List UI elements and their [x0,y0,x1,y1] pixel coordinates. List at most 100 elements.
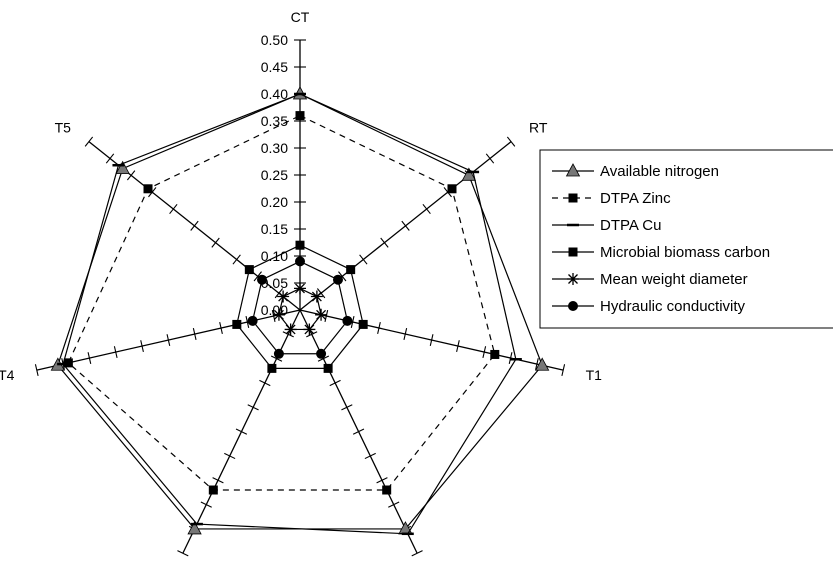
axis-tick [259,379,271,387]
axis-tick [192,328,197,341]
tick-label: 0.50 [261,32,288,48]
series-point [332,274,343,285]
axis-tick [401,220,410,231]
axis-tick [317,355,330,362]
series-point [310,290,323,303]
series-point [461,167,477,181]
axis-tick [169,203,178,215]
series-point [143,184,153,194]
axis-tick [177,550,189,557]
legend: Available nitrogen DTPA Zinc DTPA Cu Microb… [539,149,833,329]
axis-tick [212,477,224,484]
category-label: T5 [55,119,72,135]
axis-tick [253,271,262,282]
tick-label: 0.30 [261,140,288,156]
radar-labels: 0.00 0.05 0.10 0.15 0.20 0.25 0.30 0.35 0.40 0.45… [0,9,603,383]
tick-label: 0.10 [261,248,288,264]
series-point [187,521,202,535]
series-5 [247,256,353,359]
axis-tick [403,328,408,341]
legend-marker [567,273,579,285]
axis-tick [482,346,487,359]
series-point [323,363,333,373]
axis-tick [377,322,381,334]
series-point [115,160,130,174]
axis-tick [359,254,368,265]
axis-tick [350,316,355,328]
axis-tick [380,237,389,248]
series-4 [272,282,328,336]
legend-marker [568,301,578,311]
axis-tick [270,355,283,362]
series-point [244,265,254,275]
series-point [277,290,290,303]
axis-tick [245,316,250,328]
category-label: T4 [0,367,15,383]
series-line [236,244,364,369]
category-label: CT [291,9,310,25]
axis-tick [200,501,212,508]
series-point [247,315,258,326]
axis-tick [485,153,495,164]
axis-tick [190,220,199,231]
series-point [295,256,305,267]
category-label: RT [529,119,548,135]
axis-tick [113,346,118,359]
axis-tick [34,364,39,377]
axis-tick [364,452,376,460]
axis-tick [87,352,92,365]
axis-tick [535,358,539,371]
axis-tick [84,136,94,147]
series-point [490,349,500,359]
axis-tick [105,153,115,164]
axis-tick [429,334,434,347]
axis-tick [140,340,144,353]
axis-tick [411,550,423,557]
axis-tick [126,170,136,181]
axis-tick [224,452,236,460]
tick-label: 0.40 [261,86,288,102]
tick-label: 0.05 [261,275,288,291]
legend-label: DTPA Zinc [600,190,671,207]
series-2 [57,92,522,536]
radar-series [50,86,550,536]
series-point [447,184,457,194]
series-point [267,363,277,373]
series-point [303,323,316,336]
axis-tick [219,322,223,334]
series-line [278,287,322,331]
axis-tick [376,477,388,484]
axis-tick [211,237,220,248]
legend-label: DTPA Cu [600,217,661,234]
tick-label: 0.00 [261,302,288,318]
series-3 [232,240,368,373]
category-label: T1 [586,367,603,383]
series-point [358,319,368,329]
legend-label: Available nitrogen [600,163,719,180]
axis-tick [166,334,171,347]
series-point [273,348,284,359]
series-point [316,348,327,359]
axis-tick [324,310,329,322]
axis-tick [271,310,276,322]
tick-label: 0.35 [261,113,288,129]
axis-tick [422,203,431,215]
series-point [342,315,353,326]
series-point [284,323,297,336]
axis-tick [388,501,400,508]
axis-tick [338,271,347,282]
tick-label: 0.20 [261,194,288,210]
series-line [251,260,349,355]
series-line [62,93,517,535]
tick-label: 0.45 [261,59,288,75]
series-point [294,282,306,295]
legend-box [539,149,833,329]
series-point [295,111,305,121]
axis-tick [232,254,241,265]
series-point [535,357,550,371]
axis-tick [352,428,365,435]
axis-tick [561,364,566,377]
legend-label: Hydraulic conductivity [600,298,746,315]
axis-tick [506,136,516,147]
